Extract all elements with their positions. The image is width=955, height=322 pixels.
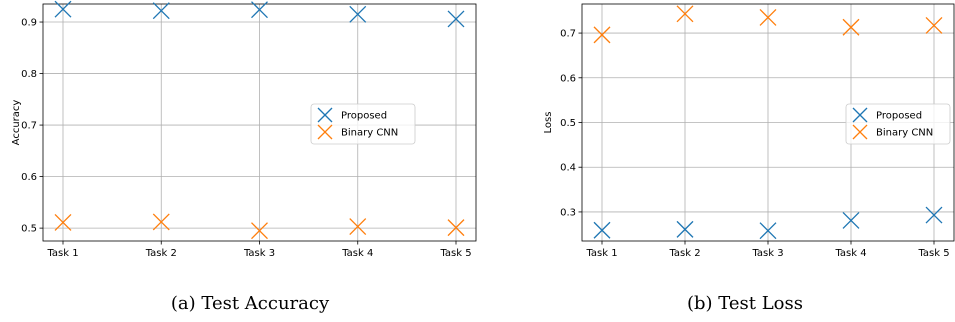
- y-axis-label: Loss: [543, 112, 554, 134]
- legend-marker: [852, 124, 868, 140]
- data-point-proposed: [54, 0, 72, 18]
- legend-label: Proposed: [876, 111, 922, 122]
- data-point-binary-cnn: [593, 26, 611, 44]
- y-tick-label: 0.6: [560, 73, 576, 84]
- marker-stroke: [593, 221, 611, 239]
- marker-stroke: [447, 219, 465, 237]
- data-point-binary-cnn: [842, 18, 860, 36]
- x-tick-label: Task 2: [668, 248, 700, 259]
- marker-stroke: [349, 218, 367, 236]
- marker-stroke: [925, 206, 943, 224]
- marker-stroke: [152, 2, 170, 20]
- marker-stroke: [759, 8, 777, 26]
- x-tick-label: Task 3: [243, 248, 275, 259]
- legend-box: [310, 103, 416, 145]
- x-tick-label: Task 4: [834, 248, 866, 259]
- marker-stroke: [349, 5, 367, 23]
- y-tick-label: 0.6: [21, 172, 37, 183]
- marker-stroke: [447, 10, 465, 28]
- marker-stroke: [852, 107, 868, 123]
- legend: Proposed Binary CNN: [845, 103, 951, 145]
- x-tick-label: Task 5: [439, 248, 471, 259]
- marker-stroke: [842, 211, 860, 229]
- marker-stroke: [251, 222, 268, 240]
- marker-stroke: [759, 222, 777, 240]
- data-point-proposed: [842, 211, 860, 229]
- data-point-binary-cnn: [759, 8, 777, 26]
- data-point-proposed: [676, 220, 694, 238]
- marker-stroke: [852, 124, 868, 140]
- caption-test-accuracy: (a) Test Accuracy: [170, 293, 330, 314]
- data-point-proposed: [349, 5, 367, 23]
- data-point-binary-cnn: [349, 218, 367, 236]
- data-point-proposed: [759, 222, 777, 240]
- marker-stroke: [676, 5, 694, 23]
- x-tick-label: Task 1: [46, 248, 78, 259]
- x-tick-label: Task 3: [751, 248, 783, 259]
- marker-stroke: [152, 213, 170, 231]
- y-tick-label: 0.8: [21, 69, 37, 80]
- legend-marker: [852, 107, 868, 123]
- data-point-proposed: [925, 206, 943, 224]
- marker-stroke: [54, 0, 72, 18]
- data-point-binary-cnn: [54, 213, 72, 231]
- x-tick-label: Task 5: [917, 248, 949, 259]
- y-tick-label: 0.5: [21, 224, 37, 235]
- marker-stroke: [251, 1, 268, 19]
- x-tick-label: Task 2: [145, 248, 177, 259]
- data-point-proposed: [152, 2, 170, 20]
- caption-test-loss: (b) Test Loss: [686, 293, 803, 314]
- marker-stroke: [54, 213, 72, 231]
- data-point-binary-cnn: [152, 213, 170, 231]
- legend-box: [845, 103, 951, 145]
- data-point-proposed: [593, 221, 611, 239]
- marker-stroke: [593, 26, 611, 44]
- data-point-proposed: [251, 1, 268, 19]
- x-tick-label: Task 1: [585, 248, 617, 259]
- y-tick-label: 0.4: [560, 163, 576, 174]
- marker-stroke: [317, 124, 333, 140]
- y-tick-label: 0.3: [560, 207, 576, 218]
- y-tick-label: 0.7: [560, 29, 576, 40]
- legend-label: Binary CNN: [341, 128, 398, 139]
- legend-label: Binary CNN: [876, 128, 933, 139]
- data-point-binary-cnn: [925, 17, 943, 34]
- marker-stroke: [676, 220, 694, 238]
- data-point-binary-cnn: [251, 222, 268, 240]
- marker-stroke: [317, 107, 333, 123]
- x-tick-label: Task 4: [341, 248, 373, 259]
- legend: Proposed Binary CNN: [310, 103, 416, 145]
- marker-stroke: [842, 18, 860, 36]
- y-tick-label: 0.7: [21, 121, 37, 132]
- data-point-binary-cnn: [447, 219, 465, 237]
- chart-panel-2: Task 1 Task 2 Task 3 Task 4 Task 5 0.3 0.4 0.5 0…: [543, 3, 955, 259]
- y-tick-label: 0.5: [560, 118, 576, 129]
- y-tick-label: 0.9: [21, 18, 37, 29]
- data-point-proposed: [447, 10, 465, 28]
- marker-stroke: [925, 17, 943, 34]
- chart-panel-1: Task 1 Task 2 Task 3 Task 4 Task 5 0.5 0.6 0.7 0…: [11, 0, 477, 259]
- legend-marker: [317, 107, 333, 123]
- y-axis-label: Accuracy: [11, 100, 22, 146]
- legend-label: Proposed: [341, 111, 387, 122]
- legend-marker: [317, 124, 333, 140]
- data-point-binary-cnn: [676, 5, 694, 23]
